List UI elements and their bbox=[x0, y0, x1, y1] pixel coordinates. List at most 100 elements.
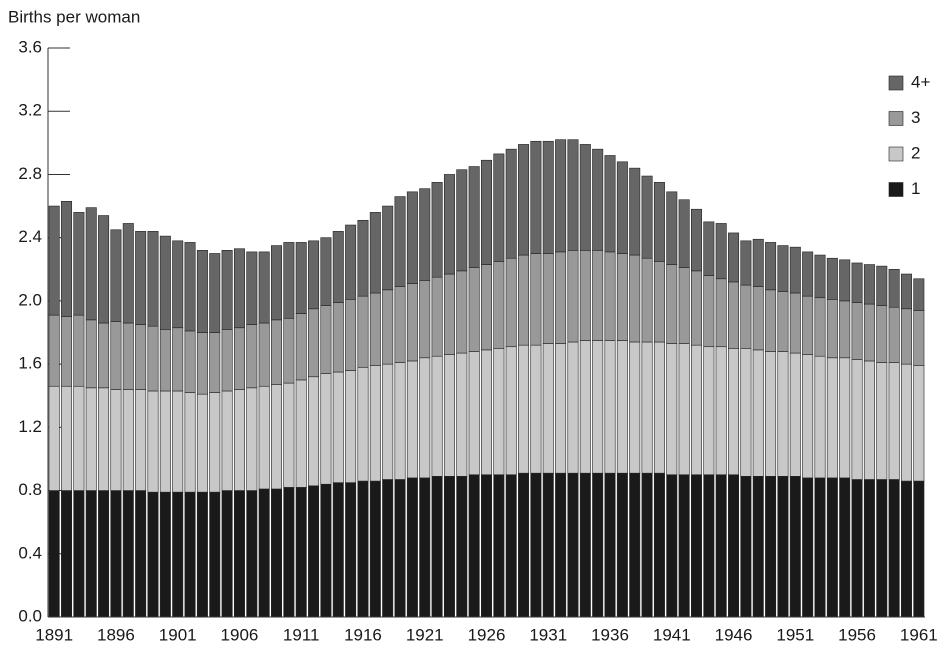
x-tick-label: 1926 bbox=[468, 625, 506, 644]
y-tick-label: 0.4 bbox=[18, 543, 42, 562]
bar-segment bbox=[653, 341, 665, 474]
bar-segment bbox=[542, 472, 554, 618]
bar-segment bbox=[789, 292, 801, 354]
bar-segment bbox=[913, 278, 925, 311]
bar-segment bbox=[48, 205, 60, 316]
bar-segment bbox=[900, 308, 912, 365]
bar-segment bbox=[258, 385, 270, 490]
bar-segment bbox=[863, 264, 875, 305]
bar-segment bbox=[900, 480, 912, 618]
bar-segment bbox=[443, 273, 455, 355]
bar-segment bbox=[690, 208, 702, 272]
bar-segment bbox=[666, 474, 678, 618]
bar-segment bbox=[61, 201, 73, 317]
bar-segment bbox=[715, 346, 727, 476]
bar-segment bbox=[283, 242, 295, 319]
bar-segment bbox=[777, 291, 789, 352]
bar-segment bbox=[159, 491, 171, 618]
bar-segment bbox=[184, 242, 196, 332]
bar-segment bbox=[233, 248, 245, 329]
bar-segment bbox=[802, 295, 814, 355]
bar-segment bbox=[678, 199, 690, 268]
bar-segment bbox=[616, 161, 628, 254]
bar-segment bbox=[196, 491, 208, 618]
x-tick-label: 1906 bbox=[221, 625, 259, 644]
bar-segment bbox=[61, 385, 73, 491]
bar-segment bbox=[826, 477, 838, 618]
bar-segment bbox=[172, 390, 184, 493]
bar-segment bbox=[604, 251, 616, 341]
bar-segment bbox=[555, 251, 567, 344]
bar-segment bbox=[518, 344, 530, 474]
bar-segment bbox=[369, 212, 381, 294]
legend-swatch bbox=[888, 75, 904, 91]
bar-segment bbox=[61, 316, 73, 387]
bar-segment bbox=[839, 300, 851, 359]
bar-segment bbox=[505, 257, 517, 348]
x-tick-label: 1911 bbox=[283, 625, 320, 644]
bar-segment bbox=[900, 273, 912, 310]
bar-segment bbox=[765, 242, 777, 291]
bar-segment bbox=[271, 488, 283, 618]
bar-segment bbox=[382, 205, 394, 291]
bar-segment bbox=[876, 305, 888, 363]
bar-segment bbox=[431, 476, 443, 618]
bar-segment bbox=[629, 341, 641, 474]
bar-segment bbox=[308, 308, 320, 378]
y-tick-label: 0.8 bbox=[18, 480, 42, 499]
bar-segment bbox=[221, 490, 233, 618]
bar-segment bbox=[48, 490, 60, 618]
bar-segment bbox=[246, 490, 258, 618]
bar-segment bbox=[752, 476, 764, 618]
bar-segment bbox=[913, 365, 925, 482]
bar-segment bbox=[431, 355, 443, 477]
bar-segment bbox=[567, 341, 579, 474]
bar-segment bbox=[863, 303, 875, 362]
bar-segment bbox=[443, 476, 455, 618]
bar-segment bbox=[481, 159, 492, 265]
bar-segment bbox=[419, 357, 431, 479]
bar-segment bbox=[73, 314, 85, 387]
bar-segment bbox=[221, 390, 233, 491]
x-tick-label: 1961 bbox=[900, 625, 938, 644]
legend-label: 1 bbox=[911, 179, 920, 198]
bar-segment bbox=[493, 153, 505, 262]
x-tick-label: 1956 bbox=[838, 625, 876, 644]
bar-segment bbox=[666, 191, 678, 265]
bar-segment bbox=[172, 327, 184, 392]
bar-segment bbox=[394, 286, 406, 363]
bar-segment bbox=[209, 392, 221, 493]
bar-segment bbox=[888, 268, 900, 308]
bar-segment bbox=[728, 281, 740, 349]
bar-segment bbox=[98, 490, 110, 618]
bar-segment bbox=[653, 261, 665, 343]
bar-segment bbox=[357, 219, 369, 297]
bar-segment bbox=[826, 299, 838, 359]
bar-segment bbox=[839, 477, 851, 618]
bar-segment bbox=[110, 229, 122, 322]
bar-segment bbox=[308, 485, 320, 618]
legend-swatch bbox=[888, 146, 904, 162]
bar-segment bbox=[345, 224, 357, 300]
bar-segment bbox=[641, 341, 653, 474]
bar-segment bbox=[604, 472, 616, 618]
bar-segment bbox=[481, 264, 492, 351]
bar-segment bbox=[752, 286, 764, 351]
bar-segment bbox=[715, 474, 727, 618]
bar-segment bbox=[555, 472, 567, 618]
bar-segment bbox=[332, 371, 344, 483]
y-tick-label: 2.4 bbox=[18, 227, 42, 246]
bar-segment bbox=[209, 491, 221, 618]
bar-segment bbox=[592, 148, 604, 251]
bar-segment bbox=[443, 174, 455, 275]
bar-segment bbox=[505, 346, 517, 476]
bar-segment bbox=[246, 387, 258, 491]
bar-segment bbox=[888, 306, 900, 363]
bar-segment bbox=[98, 215, 110, 324]
bar-segment bbox=[468, 351, 480, 476]
bar-segment bbox=[703, 221, 715, 276]
bar-segment bbox=[468, 166, 480, 268]
bar-segment bbox=[826, 357, 838, 479]
bar-segment bbox=[394, 362, 406, 480]
